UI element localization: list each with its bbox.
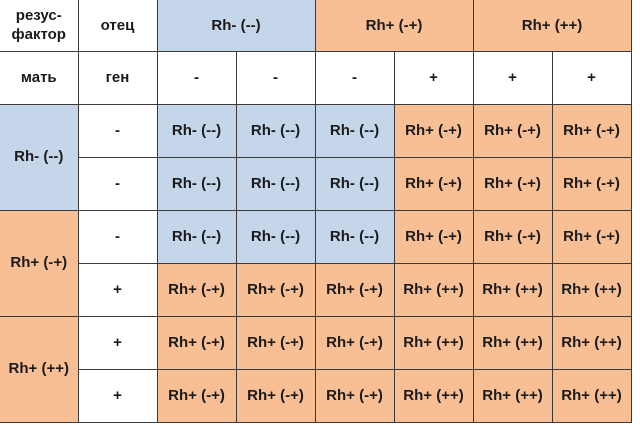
offspring-cell: Rh+ (-+) <box>235 315 316 370</box>
offspring-cell: Rh+ (-+) <box>472 103 553 158</box>
offspring-cell: Rh+ (-+) <box>393 209 474 264</box>
table-row: Rh+ (++) + Rh+ (-+) Rh+ (-+) Rh+ (-+) Rh… <box>0 315 632 423</box>
offspring-cell: Rh+ (++) <box>551 368 632 423</box>
mother-group-rh-pos-homo: Rh+ (++) <box>0 315 79 423</box>
offspring-cell: Rh+ (-+) <box>551 156 632 211</box>
offspring-cell: Rh- (--) <box>235 103 316 158</box>
corner-label-rh-factor: резус- фактор <box>0 0 79 52</box>
header-row-father: резус- фактор отец Rh- (--) Rh+ (-+) Rh+… <box>0 0 632 52</box>
offspring-cell: Rh+ (-+) <box>393 103 474 158</box>
table-row: Rh+ (-+) - Rh- (--) Rh- (--) Rh- (--) Rh… <box>0 209 632 317</box>
offspring-cell: Rh+ (++) <box>472 262 553 317</box>
father-gene: + <box>551 50 632 105</box>
corner-label-line2: фактор <box>11 26 66 44</box>
mother-gene: + <box>77 315 158 370</box>
offspring-cell: Rh- (--) <box>314 156 395 211</box>
mother-gene: - <box>77 209 158 264</box>
offspring-cell: Rh- (--) <box>156 209 237 264</box>
offspring-cell: Rh+ (++) <box>551 262 632 317</box>
offspring-cell: Rh+ (-+) <box>314 262 395 317</box>
offspring-cell: Rh+ (-+) <box>156 262 237 317</box>
offspring-cell: Rh+ (-+) <box>472 209 553 264</box>
offspring-cell: Rh+ (++) <box>472 368 553 423</box>
offspring-cell: Rh+ (-+) <box>393 156 474 211</box>
offspring-cell: Rh- (--) <box>235 156 316 211</box>
mother-label: мать <box>0 50 79 105</box>
mother-gene: + <box>78 368 158 423</box>
father-gene: - <box>314 50 395 105</box>
mother-gene: + <box>78 262 158 317</box>
offspring-cell: Rh+ (-+) <box>314 368 395 423</box>
offspring-cell: Rh+ (++) <box>393 315 474 370</box>
table-row: Rh- (--) - Rh- (--) Rh- (--) Rh- (--) Rh… <box>0 103 632 211</box>
offspring-cell: Rh- (--) <box>314 209 395 264</box>
father-gene: - <box>156 50 237 105</box>
father-gene: - <box>235 50 316 105</box>
offspring-cell: Rh+ (-+) <box>235 368 316 423</box>
offspring-cell: Rh+ (-+) <box>156 315 237 370</box>
mother-group-rh-neg: Rh- (--) <box>0 103 79 211</box>
offspring-cell: Rh+ (++) <box>551 315 632 370</box>
father-group-rh-pos-homo: Rh+ (++) <box>472 0 632 52</box>
table-row: + Rh+ (-+) Rh+ (-+) Rh+ (-+) Rh+ (++) Rh… <box>0 262 632 317</box>
table-row: + Rh+ (-+) Rh+ (-+) Rh+ (-+) Rh+ (++) Rh… <box>0 368 632 423</box>
header-row-genes: мать ген - - - + + + <box>0 50 632 105</box>
corner-label-line1: резус- <box>15 6 62 24</box>
offspring-cell: Rh- (--) <box>156 103 237 158</box>
father-gene: + <box>472 50 553 105</box>
offspring-cell: Rh- (--) <box>235 209 316 264</box>
father-group-rh-neg: Rh- (--) <box>156 0 316 52</box>
offspring-cell: Rh+ (-+) <box>156 368 237 423</box>
offspring-cell: Rh+ (-+) <box>235 262 316 317</box>
offspring-cell: Rh+ (-+) <box>551 103 632 158</box>
offspring-cell: Rh+ (++) <box>393 262 474 317</box>
mother-gene: - <box>77 103 158 158</box>
mother-group-rh-pos-hetero: Rh+ (-+) <box>0 209 79 317</box>
gene-label: ген <box>77 50 158 105</box>
table-row: - Rh- (--) Rh- (--) Rh- (--) Rh+ (-+) Rh… <box>0 156 632 211</box>
offspring-cell: Rh+ (-+) <box>551 209 632 264</box>
mother-gene: - <box>78 156 158 211</box>
offspring-cell: Rh+ (-+) <box>472 156 553 211</box>
father-group-rh-pos-hetero: Rh+ (-+) <box>314 0 474 52</box>
offspring-cell: Rh+ (++) <box>393 368 474 423</box>
offspring-cell: Rh+ (++) <box>472 315 553 370</box>
offspring-cell: Rh- (--) <box>156 156 237 211</box>
father-label: отец <box>77 0 158 52</box>
offspring-cell: Rh+ (-+) <box>314 315 395 370</box>
offspring-cell: Rh- (--) <box>314 103 395 158</box>
father-gene: + <box>393 50 474 105</box>
